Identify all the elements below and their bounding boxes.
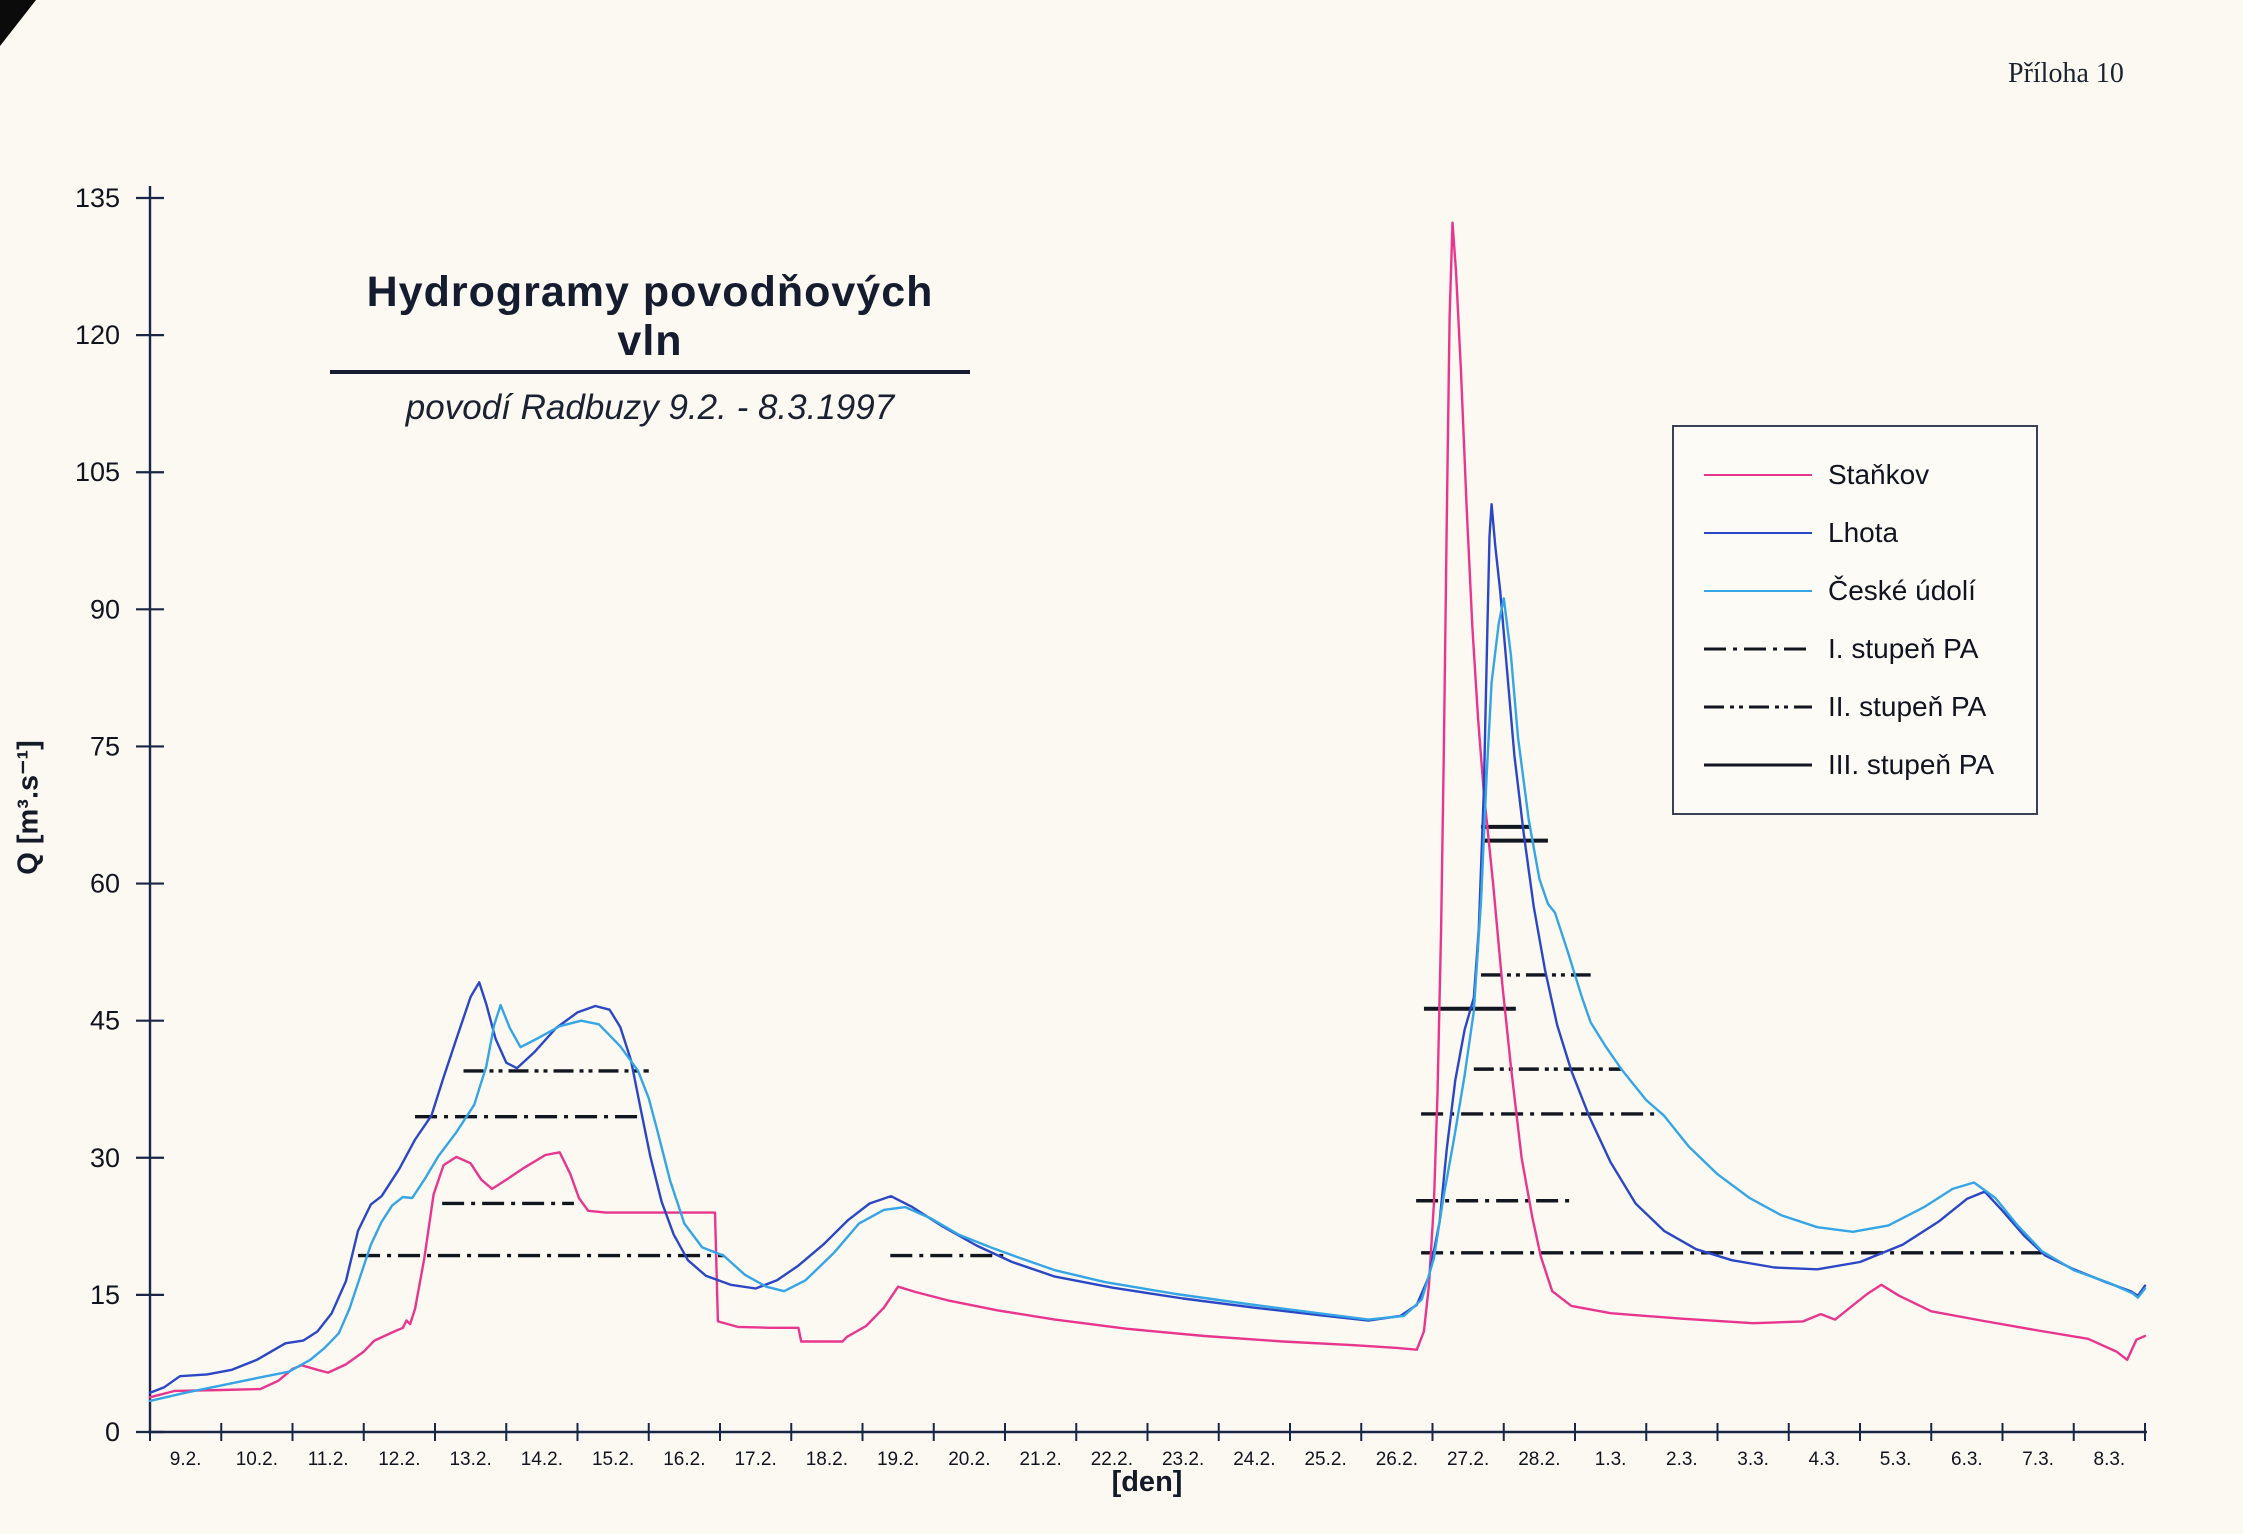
legend-label: I. stupeň PA <box>1828 633 1979 664</box>
x-tick-label: 23.2. <box>1162 1449 1204 1470</box>
legend-line-sample <box>1704 763 1812 767</box>
x-tick-label: 1.3. <box>1595 1449 1627 1470</box>
scan-corner-artifact <box>0 0 36 46</box>
legend-line-sample <box>1704 647 1812 651</box>
x-tick-label: 14.2. <box>521 1449 563 1470</box>
y-tick-label: 60 <box>90 869 120 899</box>
x-tick-label: 7.3. <box>2022 1449 2054 1470</box>
y-tick-label: 75 <box>90 731 120 761</box>
legend-item-iii-stupe-pa: III. stupeň PA <box>1674 749 2036 781</box>
y-tick-label: 105 <box>75 457 120 487</box>
legend-label: Staňkov <box>1828 459 1930 490</box>
legend-line-sample <box>1704 590 1812 592</box>
legend-box: Staňkov Lhota České údolí I. stupeň PA II. s… <box>1672 425 2038 815</box>
legend-line-sample <box>1704 532 1812 534</box>
x-tick-label: 18.2. <box>806 1449 848 1470</box>
legend-item-sta-kov: Staňkov <box>1674 459 2036 491</box>
x-tick-label: 27.2. <box>1447 1449 1489 1470</box>
x-tick-label: 24.2. <box>1233 1449 1275 1470</box>
x-tick-label: 26.2. <box>1376 1449 1418 1470</box>
legend-item-lhota: Lhota <box>1674 517 2036 549</box>
chart-subtitle: povodí Radbuzy 9.2. - 8.3.1997 <box>405 388 895 427</box>
x-tick-label: 8.3. <box>2094 1449 2126 1470</box>
y-tick-label: 0 <box>105 1417 120 1447</box>
x-axis-label: [den] <box>1111 1466 1183 1498</box>
x-tick-label: 2.3. <box>1666 1449 1698 1470</box>
legend-label: II. stupeň PA <box>1828 691 1987 722</box>
x-tick-label: 5.3. <box>1880 1449 1912 1470</box>
x-tick-label: 16.2. <box>663 1449 705 1470</box>
y-tick-label: 30 <box>90 1143 120 1173</box>
y-tick-label: 120 <box>75 320 120 350</box>
legend-label: Lhota <box>1828 517 1899 548</box>
x-tick-label: 21.2. <box>1019 1449 1061 1470</box>
legend-label: III. stupeň PA <box>1828 749 1995 780</box>
series-sta-kov <box>148 221 2147 1399</box>
x-tick-label: 3.3. <box>1737 1449 1769 1470</box>
series--esk-dol- <box>148 597 2147 1403</box>
y-tick-label: 135 <box>75 183 120 213</box>
x-tick-label: 6.3. <box>1951 1449 1983 1470</box>
x-tick-label: 10.2. <box>236 1449 278 1470</box>
legend-item-ii-stupe-pa: II. stupeň PA <box>1674 691 2036 723</box>
legend-line-sample <box>1704 705 1812 709</box>
x-tick-label: 4.3. <box>1809 1449 1841 1470</box>
x-tick-label: 15.2. <box>592 1449 634 1470</box>
x-tick-label: 11.2. <box>308 1449 349 1470</box>
legend-item--esk-dol-: České údolí <box>1674 575 2036 607</box>
x-tick-label: 22.2. <box>1091 1449 1133 1470</box>
legend-line-sample <box>1704 474 1812 476</box>
y-tick-label: 90 <box>90 594 120 624</box>
x-tick-label: 28.2. <box>1518 1449 1560 1470</box>
y-tick-label: 15 <box>90 1280 120 1310</box>
title-block: Hydrogramy povodňových vln povodí Radbuz… <box>330 268 970 428</box>
x-tick-label: 13.2. <box>449 1449 491 1470</box>
x-tick-label: 19.2. <box>877 1449 919 1470</box>
chart-title: Hydrogramy povodňových vln <box>330 268 970 374</box>
legend-item-i-stupe-pa: I. stupeň PA <box>1674 633 2036 665</box>
x-tick-label: 17.2. <box>734 1449 776 1470</box>
x-tick-label: 25.2. <box>1304 1449 1346 1470</box>
y-tick-label: 45 <box>90 1006 120 1036</box>
page-annotation: Příloha 10 <box>2008 58 2124 89</box>
x-tick-label: 9.2. <box>170 1449 202 1470</box>
series-lhota <box>148 503 2147 1394</box>
x-tick-label: 20.2. <box>948 1449 990 1470</box>
x-tick-label: 12.2. <box>378 1449 420 1470</box>
legend-label: České údolí <box>1828 575 1976 606</box>
